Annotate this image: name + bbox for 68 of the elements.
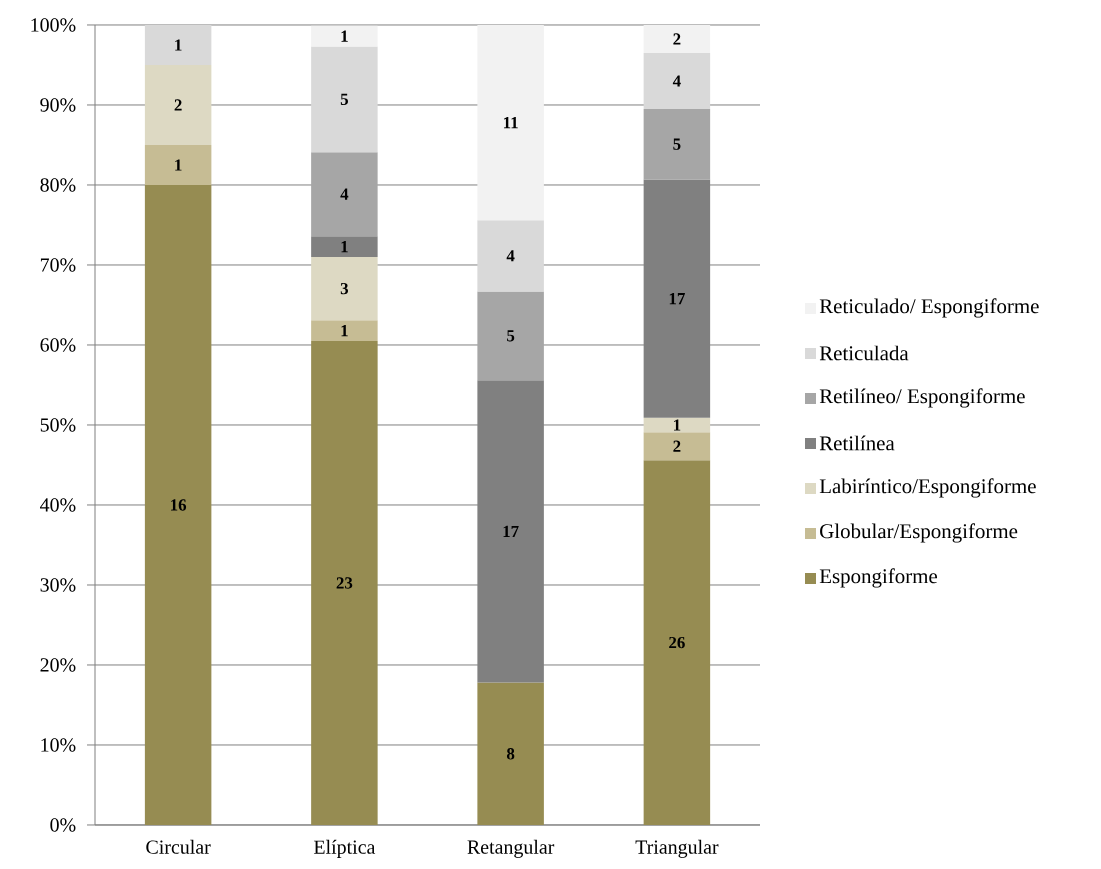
- y-tick-label: 40%: [40, 498, 76, 512]
- annotation: 26: [669, 636, 685, 649]
- bar: [311, 236, 378, 257]
- y-tick-label: 90%: [40, 98, 76, 112]
- bar: [643, 417, 711, 433]
- annotation: 8: [506, 748, 515, 760]
- x-tick-label: Retangular: [467, 839, 555, 858]
- bar: [477, 380, 544, 683]
- annotation: 11: [503, 116, 518, 129]
- bar: [311, 320, 378, 341]
- bar: [311, 25, 378, 47]
- legend-label: Globular/Espongiforme: [820, 523, 1018, 543]
- annotation: 2: [174, 99, 182, 111]
- bar: [311, 256, 378, 321]
- annotation: 5: [673, 138, 681, 150]
- legend-label: Reticulado/ Espongiforme: [819, 298, 1039, 318]
- y-tick-label: 70%: [40, 258, 76, 272]
- y-tick-label: 50%: [40, 418, 76, 432]
- y-tick-label: 0%: [50, 818, 76, 832]
- bar: [477, 24, 544, 221]
- annotation: 1: [341, 240, 348, 253]
- bar: [144, 24, 212, 65]
- y-tick-label: 60%: [40, 338, 76, 352]
- y-tick-label: 80%: [40, 178, 76, 192]
- annotation: 23: [336, 577, 353, 589]
- y-tick-label: 10%: [41, 738, 76, 752]
- bar: [311, 152, 378, 237]
- bar: [643, 24, 711, 53]
- bar: [311, 46, 378, 153]
- x-tick-label: Triangular: [635, 839, 719, 858]
- annotation: 2: [673, 440, 681, 452]
- annotation: 4: [506, 250, 515, 262]
- bar: [311, 340, 378, 825]
- annotation: 3: [340, 282, 349, 295]
- bar: [643, 460, 711, 825]
- annotation: 5: [507, 330, 515, 342]
- annotation: 17: [503, 525, 519, 537]
- bar: [144, 184, 212, 825]
- legend-label: Retilínea: [819, 435, 895, 451]
- annotation: 1: [341, 324, 348, 337]
- legend-label: Retilíneo/ Espongiforme: [819, 388, 1025, 408]
- legend-label: Espongiforme: [819, 568, 938, 588]
- annotation: 17: [669, 292, 685, 305]
- annotation: 1: [175, 159, 182, 171]
- legend-label: Labiríntico/Espongiforme: [819, 478, 1036, 498]
- y-tick-label: 20%: [40, 658, 76, 672]
- annotation: 2: [673, 33, 681, 45]
- bar: [643, 179, 711, 418]
- bar: [144, 64, 212, 145]
- y-tick-label: 30%: [40, 578, 76, 592]
- y-tick-label: 100%: [31, 18, 76, 32]
- bar: [643, 108, 711, 180]
- bar: [477, 682, 544, 825]
- x-tick-label: Circular: [146, 839, 211, 854]
- annotation: 1: [674, 419, 681, 431]
- annotation: 1: [175, 39, 182, 51]
- legend-label: Reticulada: [819, 345, 909, 361]
- x-tick-label: Elíptica: [313, 839, 376, 858]
- bar: [144, 144, 212, 185]
- annotation: 5: [340, 93, 348, 106]
- bar: [477, 291, 544, 381]
- bar: [477, 220, 544, 292]
- annotation: 4: [672, 75, 681, 87]
- annotation: 4: [340, 188, 349, 200]
- annotation: 16: [171, 499, 187, 511]
- bar: [643, 52, 711, 109]
- bar: [643, 432, 711, 461]
- annotation: 1: [341, 30, 348, 42]
